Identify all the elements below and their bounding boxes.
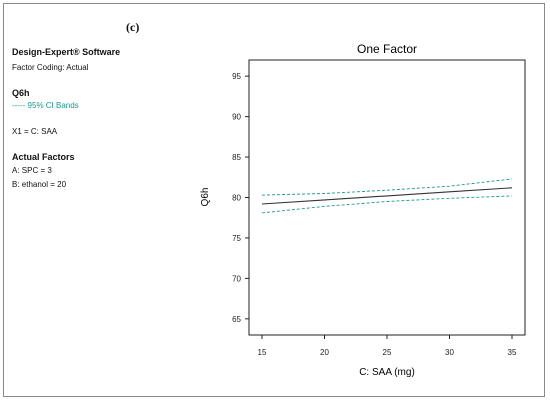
x-axis-label: C: SAA (mg)	[359, 367, 415, 378]
y-axis: 65 70 75 80 85 90 95	[232, 72, 249, 324]
x-tick-label: 25	[383, 348, 392, 357]
y-tick-label: 95	[232, 72, 241, 81]
fit-line	[261, 187, 513, 205]
figure-frame	[3, 3, 545, 397]
panel-label: (c)	[126, 20, 140, 34]
factor-a: A: SPC = 3	[12, 166, 52, 175]
y-tick-label: 90	[232, 113, 241, 122]
x-tick-label: 20	[320, 348, 329, 357]
plot-area	[248, 59, 526, 336]
y-tick-label: 75	[232, 234, 241, 243]
x-tick-label: 30	[445, 348, 454, 357]
series-layer	[261, 178, 513, 214]
ci-legend: ----- 95% CI Bands	[12, 101, 79, 110]
software-name: Design-Expert® Software	[12, 47, 121, 57]
y-tick-label: 80	[232, 194, 241, 203]
factor-coding: Factor Coding: Actual	[12, 63, 89, 72]
lower-ci-band-line	[261, 195, 513, 214]
y-axis-label: Q6h	[200, 188, 211, 207]
actual-factors-heading: Actual Factors	[12, 152, 75, 162]
upper-ci-band-line	[261, 178, 513, 196]
y-tick-label: 85	[232, 153, 241, 162]
chart-title: One Factor	[357, 42, 417, 56]
x-tick-label: 35	[508, 348, 517, 357]
y-tick-label: 65	[232, 315, 241, 324]
y-tick-label: 70	[232, 274, 241, 283]
x-axis: 15 20 25 30 35	[258, 335, 517, 357]
x-tick-label: 15	[258, 348, 267, 357]
factor-b: B: ethanol = 20	[12, 180, 67, 189]
response-name: Q6h	[12, 88, 30, 98]
x1-factor: X1 = C: SAA	[12, 127, 58, 136]
